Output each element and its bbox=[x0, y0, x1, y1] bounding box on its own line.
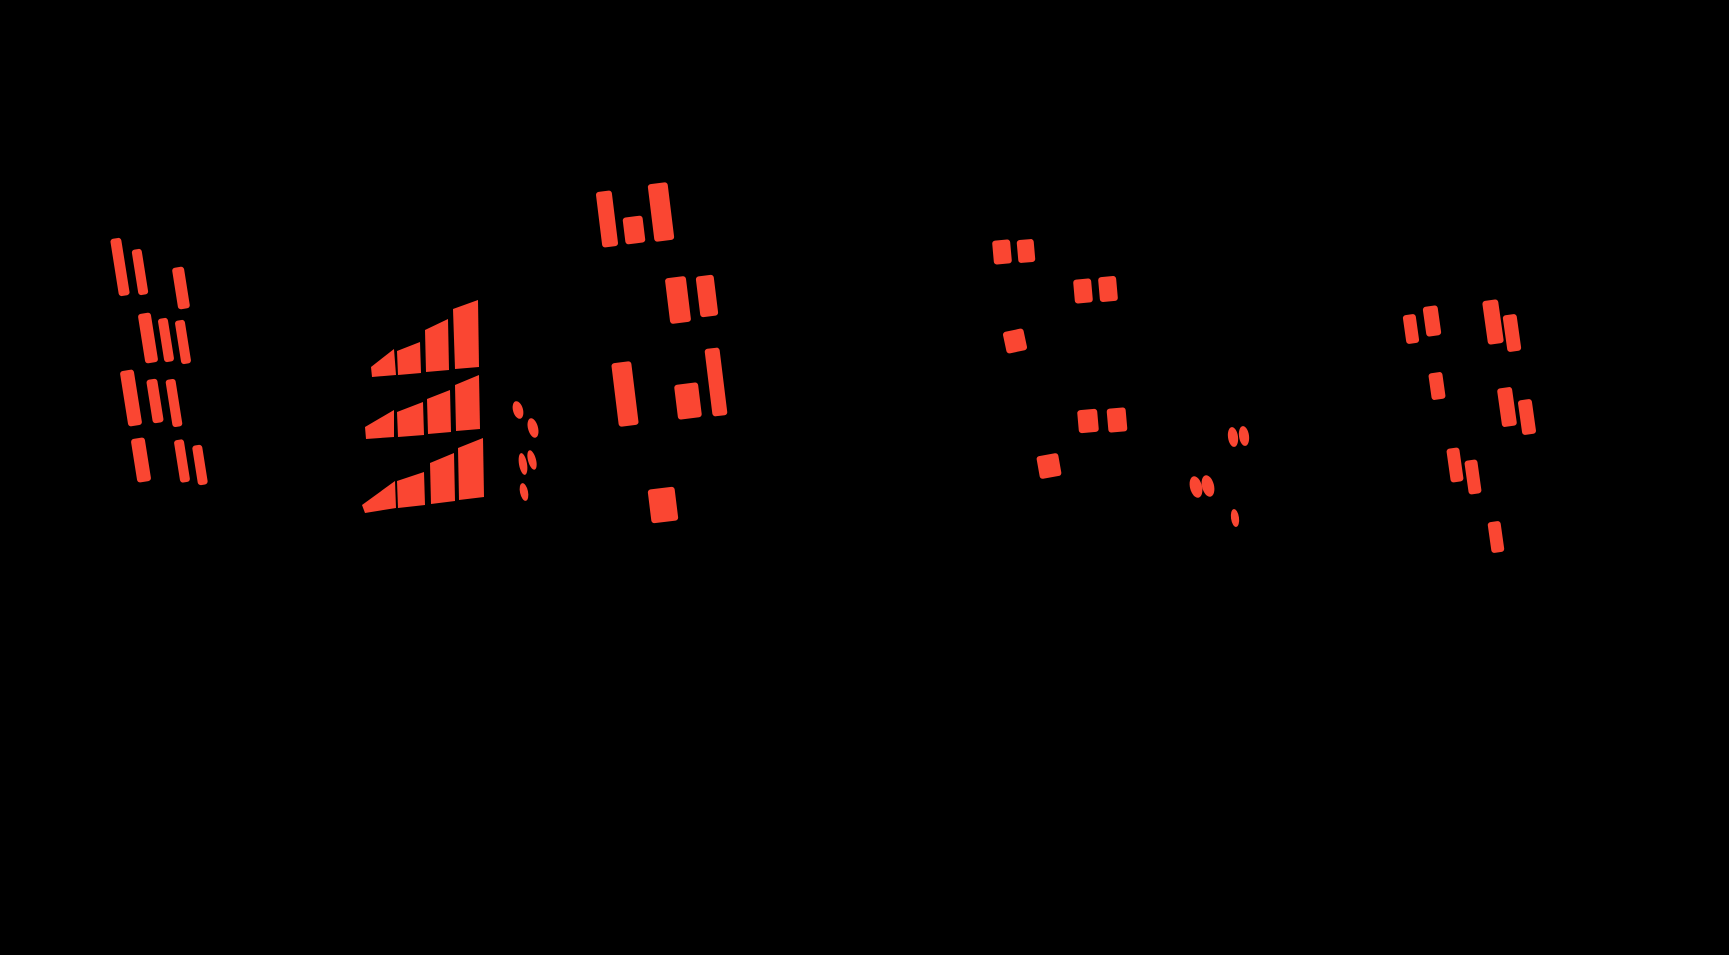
lit-window bbox=[647, 486, 679, 524]
lit-window bbox=[362, 481, 396, 513]
lit-window bbox=[1487, 521, 1505, 553]
lit-window bbox=[165, 378, 183, 428]
lit-window bbox=[665, 276, 691, 324]
lit-window bbox=[1464, 459, 1482, 495]
lit-window bbox=[1189, 476, 1203, 498]
lit-window bbox=[131, 248, 149, 296]
lit-window bbox=[1227, 427, 1239, 447]
lit-window bbox=[175, 319, 191, 365]
lit-window bbox=[138, 312, 158, 364]
lit-window bbox=[622, 215, 646, 245]
lit-window bbox=[397, 342, 421, 375]
lit-window bbox=[704, 347, 728, 417]
lit-window bbox=[365, 410, 394, 439]
lit-window bbox=[1446, 447, 1464, 483]
lit-window bbox=[1518, 399, 1536, 435]
building-far-left bbox=[110, 237, 208, 486]
small-windows-right bbox=[1189, 426, 1250, 527]
building-far-right bbox=[1402, 299, 1536, 553]
lit-window bbox=[527, 450, 537, 470]
lit-window bbox=[674, 382, 702, 420]
lit-window bbox=[455, 375, 480, 431]
lit-window bbox=[1201, 475, 1215, 497]
lit-window bbox=[695, 274, 719, 318]
lit-window bbox=[453, 300, 479, 369]
lit-window bbox=[174, 439, 190, 483]
lit-window bbox=[518, 453, 528, 475]
lit-window bbox=[1428, 372, 1446, 400]
building-right-squares bbox=[992, 239, 1128, 479]
lit-window bbox=[512, 401, 524, 419]
building-perspective-center-left bbox=[362, 300, 484, 513]
lit-window bbox=[120, 369, 142, 427]
lit-window bbox=[430, 453, 455, 504]
lit-window bbox=[371, 349, 396, 377]
lit-window bbox=[595, 190, 619, 248]
lit-window bbox=[1106, 407, 1128, 433]
lit-window bbox=[110, 237, 130, 297]
lit-window bbox=[1098, 276, 1118, 302]
lit-window bbox=[519, 483, 529, 501]
lit-window bbox=[158, 317, 174, 363]
building-center bbox=[595, 182, 728, 524]
lit-window bbox=[1077, 408, 1099, 434]
lit-window bbox=[146, 378, 164, 424]
lit-window bbox=[131, 437, 151, 483]
lit-window bbox=[1016, 239, 1036, 263]
lit-window bbox=[1230, 509, 1240, 527]
lit-window bbox=[172, 266, 190, 310]
lit-window bbox=[992, 239, 1012, 265]
lit-window bbox=[458, 438, 484, 500]
lit-window bbox=[427, 390, 451, 434]
lit-window bbox=[397, 402, 424, 437]
lit-window bbox=[1073, 278, 1093, 304]
lit-window bbox=[647, 182, 675, 242]
lit-window bbox=[425, 319, 449, 372]
lit-window bbox=[192, 444, 208, 486]
small-windows-center bbox=[512, 401, 539, 501]
lit-window bbox=[1422, 305, 1442, 337]
lit-window bbox=[1502, 314, 1522, 352]
lit-window bbox=[1003, 328, 1027, 354]
lit-window bbox=[611, 361, 639, 427]
lit-window bbox=[527, 418, 539, 438]
lit-window bbox=[1482, 299, 1504, 345]
lit-window bbox=[1402, 314, 1420, 344]
lit-window bbox=[1497, 387, 1517, 427]
lit-window bbox=[1036, 453, 1062, 479]
lit-window bbox=[1238, 426, 1250, 446]
lit-window bbox=[397, 472, 425, 508]
